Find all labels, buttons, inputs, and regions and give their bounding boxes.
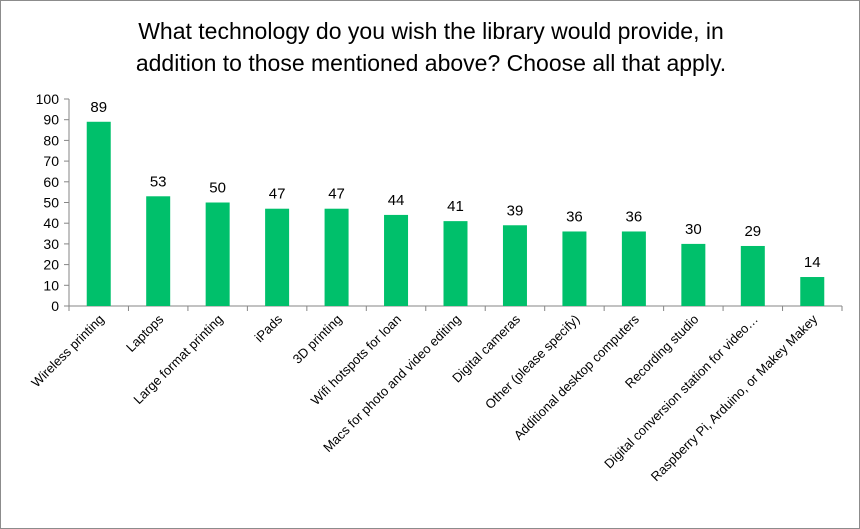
data-label: 41 bbox=[447, 198, 464, 215]
y-tick-label: 100 bbox=[36, 91, 60, 107]
x-category-label: iPads bbox=[252, 311, 286, 345]
chart-title-line-2: addition to those mentioned above? Choos… bbox=[135, 50, 727, 76]
bar bbox=[384, 214, 409, 306]
x-category-label: Additional desktop computers bbox=[511, 311, 643, 443]
data-label: 44 bbox=[388, 192, 405, 209]
bar bbox=[443, 221, 468, 306]
y-tick-label: 80 bbox=[43, 132, 59, 148]
chart-title: What technology do you wish the library … bbox=[1, 15, 860, 79]
y-tick-label: 20 bbox=[43, 257, 59, 273]
bar bbox=[324, 208, 349, 306]
y-tick-label: 70 bbox=[43, 153, 59, 169]
bar bbox=[502, 225, 527, 306]
bar bbox=[681, 243, 706, 306]
x-category-label: Wireless printing bbox=[28, 312, 107, 391]
y-tick-label: 40 bbox=[43, 215, 59, 231]
data-label: 50 bbox=[209, 180, 226, 197]
bar bbox=[800, 277, 825, 306]
bar bbox=[562, 231, 587, 306]
data-label: 53 bbox=[150, 173, 167, 190]
bar bbox=[265, 208, 290, 306]
data-label: 36 bbox=[566, 208, 583, 225]
y-tick-label: 60 bbox=[43, 174, 59, 190]
bar bbox=[146, 196, 171, 306]
y-tick-label: 10 bbox=[43, 277, 59, 293]
data-label: 47 bbox=[269, 186, 286, 203]
data-label: 14 bbox=[804, 254, 821, 271]
y-tick-label: 0 bbox=[51, 298, 59, 314]
bar bbox=[740, 245, 765, 306]
data-label: 89 bbox=[90, 99, 107, 116]
bar bbox=[86, 121, 111, 307]
bar bbox=[621, 231, 646, 306]
data-label: 30 bbox=[685, 221, 702, 238]
data-label: 29 bbox=[744, 223, 761, 240]
data-label: 36 bbox=[626, 208, 643, 225]
y-tick-label: 90 bbox=[43, 112, 59, 128]
x-category-label: 3D printing bbox=[290, 312, 345, 367]
data-label: 39 bbox=[507, 202, 524, 219]
bar bbox=[205, 202, 230, 306]
data-label: 47 bbox=[328, 186, 345, 203]
y-tick-label: 50 bbox=[43, 195, 59, 211]
chart-title-line-1: What technology do you wish the library … bbox=[138, 18, 724, 44]
x-category-label: Laptops bbox=[123, 311, 167, 355]
y-tick-label: 30 bbox=[43, 236, 59, 252]
